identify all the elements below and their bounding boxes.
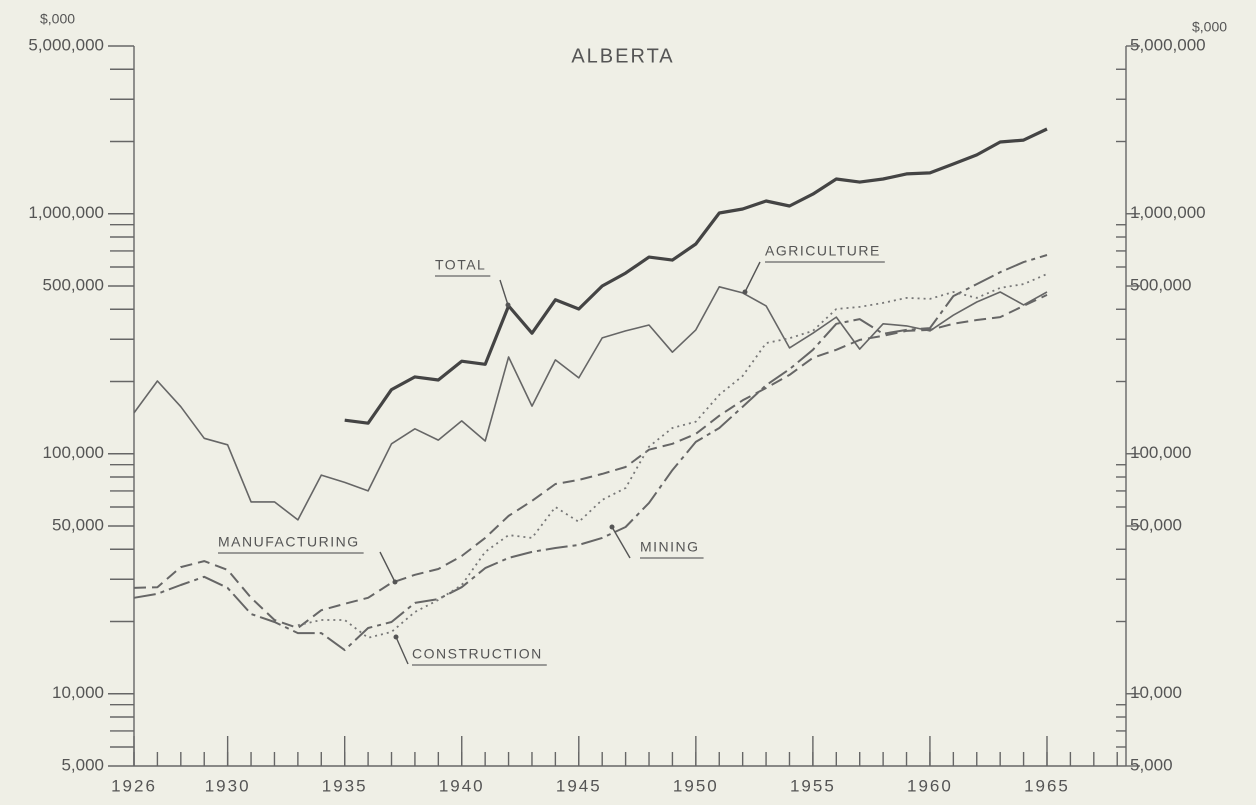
annotation-arrow-head xyxy=(742,289,748,295)
annotation: MANUFACTURING xyxy=(218,534,360,550)
y-tick-label: 5,000,000 xyxy=(28,35,104,54)
y-tick-label-right: 100,000 xyxy=(1130,443,1191,462)
y-tick-label: 5,000 xyxy=(61,755,104,774)
annotation-arrow xyxy=(379,551,396,583)
y-tick-label: 50,000 xyxy=(52,515,104,534)
y-tick-label: 10,000 xyxy=(52,683,104,702)
series-line xyxy=(133,254,1048,652)
x-tick-label: 1945 xyxy=(556,776,602,795)
annotation-arrow xyxy=(744,261,761,293)
y-tick-label-right: 50,000 xyxy=(1130,515,1182,534)
y-tick-label: 100,000 xyxy=(43,443,104,462)
y-tick-label: 500,000 xyxy=(43,275,104,294)
chart-title: ALBERTA xyxy=(571,45,674,67)
y-tick-label-right: 1,000,000 xyxy=(1130,203,1206,222)
series-line xyxy=(297,273,1048,639)
series-line xyxy=(133,286,1048,521)
x-tick-label: 1960 xyxy=(907,776,953,795)
annotation-arrow-head xyxy=(392,579,398,585)
x-tick-label: 1950 xyxy=(673,776,719,795)
annotation-arrow xyxy=(611,526,631,559)
x-tick-label: 1965 xyxy=(1024,776,1070,795)
series-line xyxy=(133,293,1048,629)
annotation-arrow xyxy=(499,279,509,306)
y-tick-label-right: 500,000 xyxy=(1130,275,1191,294)
y-unit-label-right: $,000 xyxy=(1192,19,1227,35)
x-tick-label: 1926 xyxy=(111,776,157,795)
annotation-arrow-head xyxy=(393,634,399,640)
x-tick-label: 1930 xyxy=(205,776,251,795)
y-unit-label: $,000 xyxy=(40,11,75,27)
annotation-arrow-head xyxy=(505,302,511,308)
annotation: CONSTRUCTION xyxy=(412,646,543,662)
x-tick-label: 1955 xyxy=(790,776,836,795)
series-line xyxy=(344,127,1048,425)
y-tick-label-right: 5,000 xyxy=(1130,755,1173,774)
y-tick-label-right: 10,000 xyxy=(1130,683,1182,702)
annotation-arrow-head xyxy=(609,524,615,530)
x-tick-label: 1935 xyxy=(322,776,368,795)
annotation: TOTAL xyxy=(435,257,486,273)
annotation-arrow xyxy=(395,636,409,665)
y-tick-label: 1,000,000 xyxy=(28,203,104,222)
x-tick-label: 1940 xyxy=(439,776,485,795)
annotation: MINING xyxy=(640,539,700,555)
y-tick-label-right: 5,000,000 xyxy=(1130,35,1206,54)
annotation: AGRICULTURE xyxy=(765,243,881,259)
